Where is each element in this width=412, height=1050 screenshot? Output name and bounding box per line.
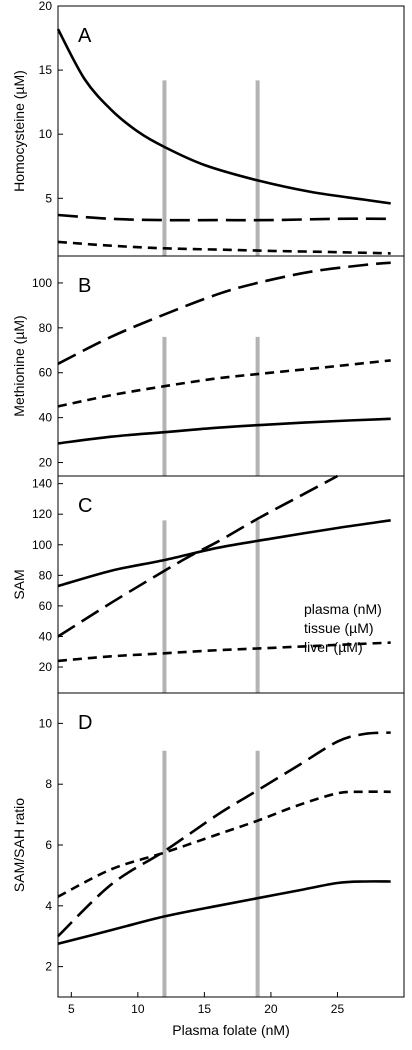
panel-a-letter: A [78,25,92,47]
panel-a-series-short-dash [57,240,391,255]
panel-c-legend-entry-1: plasma (nM) [304,601,382,617]
panel-a-y-tick-label: 10 [39,127,53,141]
panel-a-y-tick-label: 20 [39,0,53,13]
panel-b-y-tick-label: 20 [39,456,53,470]
panel-b-frame [57,255,405,477]
panel-c-frame [57,475,405,694]
panel-c-letter: C [78,495,92,517]
text-layer: 5 10 15 20 Homocysteine (µM) A 20 40 60 80 100 Meth… [11,0,382,1038]
panel-c-y-tick-label: 20 [39,660,53,674]
panel-a-series-long-dash [57,213,391,222]
panel-b-y-axis-title: Methionine (µM) [11,315,27,416]
panel-c-y-axis-title: SAM [11,569,27,599]
panel-d-y-tick-label: 8 [45,777,52,791]
panel-d-series-long-dash [57,731,391,938]
panel-c-legend-entry-3: liver (µM) [304,639,363,655]
panel-d-x-tick-label: 5 [68,1002,75,1016]
panel-b-y-tick-label: 40 [39,411,53,425]
panel-a-y-axis-title: Homocysteine (µM) [11,70,27,192]
panel-c-legend-entry-2: tissue (µM) [304,620,374,636]
panel-c-y-tick-label: 40 [39,629,53,643]
panel-c-series-solid [57,519,391,588]
panel-d-x-tick-label: 15 [198,1002,212,1016]
panel-d-series-short-dash [57,790,391,898]
panel-a-series-solid [56,28,391,205]
panel-d-y-tick-label: 2 [45,960,52,974]
panel-c-series-long-dash [57,474,339,638]
panel-c-y-tick-label: 80 [39,568,53,582]
panel-b-y-tick-label: 60 [39,366,53,380]
panel-a-y-tick-label: 15 [39,63,53,77]
panel-c-y-tick-label: 140 [32,477,52,491]
panel-d-x-tick-label: 10 [131,1002,145,1016]
panel-d-x-tick-label: 20 [264,1002,278,1016]
panel-d-letter: D [78,712,92,734]
panel-a-y-tick-label: 5 [45,191,52,205]
panel-d-y-tick-label: 10 [39,716,53,730]
panel-d-x-tick-label: 25 [331,1002,345,1016]
panel-b-y-tick-label: 100 [32,276,52,290]
panel-c-series-short-dash [57,641,391,663]
marker-layer [162,80,260,997]
panel-b-letter: B [78,275,91,297]
panel-d-x-axis-title: Plasma folate (nM) [172,1022,289,1038]
panel-d-series-solid [57,880,391,946]
panel-c-y-tick-label: 120 [32,507,52,521]
panel-d-y-axis-title: SAM/SAH ratio [11,798,27,892]
axes-layer [57,5,405,998]
panel-c-y-tick-label: 60 [39,599,53,613]
panel-d-y-tick-label: 4 [45,899,52,913]
panel-b-y-tick-label: 80 [39,321,53,335]
panel-b-series-long-dash [57,261,391,365]
panel-c-y-tick-label: 100 [32,538,52,552]
panel-d-frame [57,692,405,998]
panel-b-series-short-dash [57,359,391,408]
panel-d-y-tick-label: 6 [45,838,52,852]
series-layer [56,28,391,946]
panel-b-series-solid [57,417,391,445]
